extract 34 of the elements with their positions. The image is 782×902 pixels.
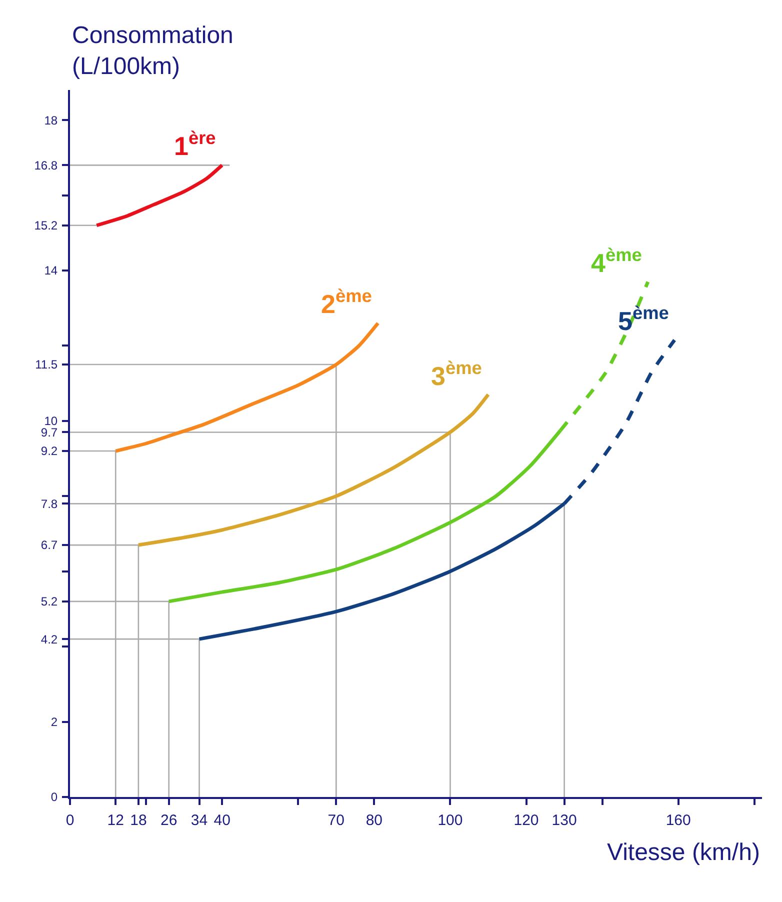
- line-series: [114, 321, 380, 453]
- x-tick-label: 80: [366, 812, 383, 829]
- series-label: 3$^{ème}$: [431, 358, 482, 391]
- x-tick-label: 0: [66, 812, 74, 829]
- x-tick-label: 160: [666, 812, 691, 829]
- text: 5$^{ème}$: [618, 303, 669, 336]
- y-tick-label: 7.8: [40, 496, 58, 511]
- text: 4$^{ème}$: [591, 245, 642, 278]
- y-tick-label: 4.2: [40, 632, 58, 646]
- line-series: [94, 163, 224, 228]
- x-tick-label: 34: [190, 812, 208, 829]
- y-tick-label: 6.7: [40, 538, 58, 552]
- y-tick-label: 18: [44, 113, 58, 128]
- line-series: [136, 392, 490, 547]
- x-tick-label: 130: [552, 812, 577, 829]
- y-tick-label: 14: [44, 264, 58, 278]
- y-tick-label: 16.8: [34, 158, 58, 172]
- y-tick-label: 11.5: [35, 358, 58, 372]
- y-tick-label: 15.2: [34, 218, 58, 233]
- x-axis-title: Vitesse (km/h): [607, 839, 760, 866]
- y-tick-label: 0: [50, 790, 58, 804]
- x-tick-label: 100: [438, 812, 463, 829]
- x-tick-label: 18: [130, 812, 147, 829]
- x-tick-label: 70: [328, 812, 344, 829]
- series-label: 1$^{ère}$: [174, 128, 216, 161]
- x-tick-label: 40: [214, 812, 230, 829]
- y-axis-title: Consommation (L/100km): [72, 22, 234, 80]
- x-tick-label: 26: [160, 812, 178, 829]
- x-tick-label: 12: [107, 812, 124, 829]
- series-label: 2$^{ème}$: [321, 286, 372, 319]
- x-tick-label: 120: [514, 812, 539, 829]
- y-tick-label: 2: [50, 714, 58, 729]
- y-tick-label: 9.2: [40, 444, 58, 458]
- y-tick-label: 5.2: [40, 594, 58, 609]
